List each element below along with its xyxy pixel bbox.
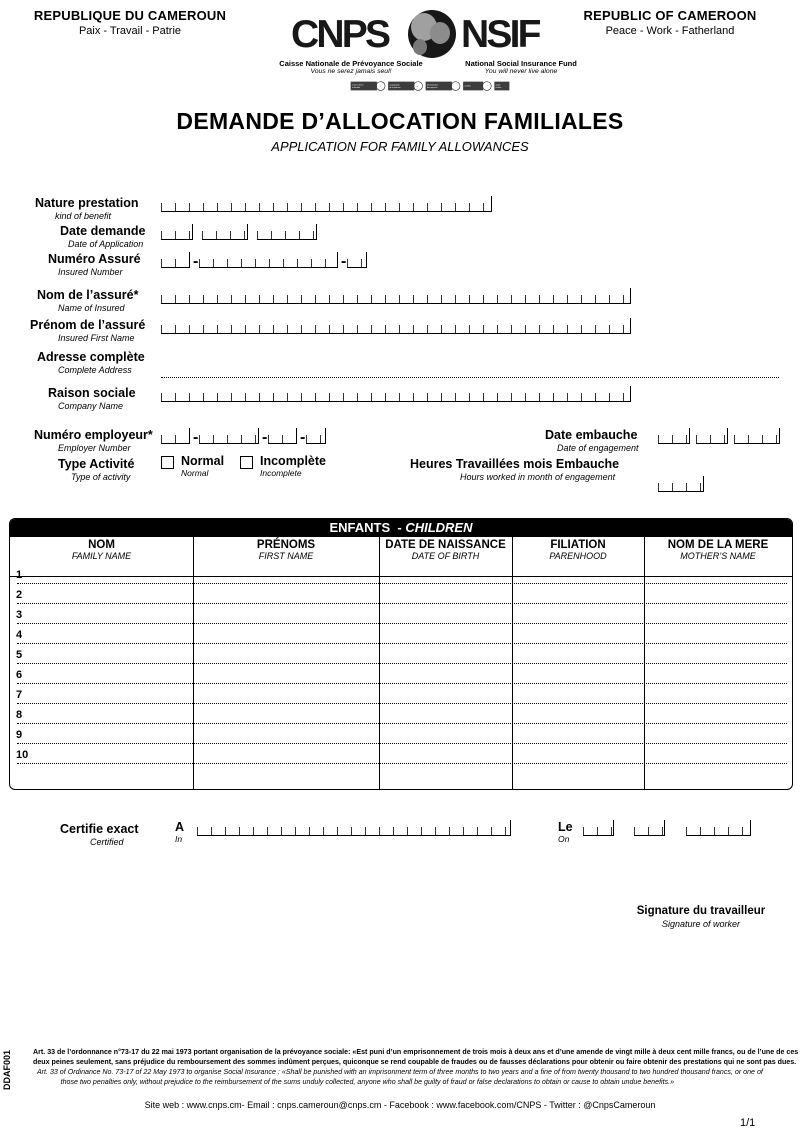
svg-text:et fiscalite: et fiscalite [352,86,360,89]
svg-text:service clients: service clients [352,83,364,86]
svg-text:des agences: des agences [427,87,438,89]
svg-text:NSIF: NSIF [461,13,541,56]
svg-text:✓: ✓ [416,84,419,88]
svg-text:☼: ☼ [379,84,382,88]
svg-text:CNPS: CNPS [291,13,390,56]
svg-text:de la process: de la process [389,87,400,89]
svg-text:certifies: certifies [464,85,470,88]
svg-text:Normalisation: Normalisation [427,83,438,86]
svg-text:cartographie: cartographie [389,83,399,86]
